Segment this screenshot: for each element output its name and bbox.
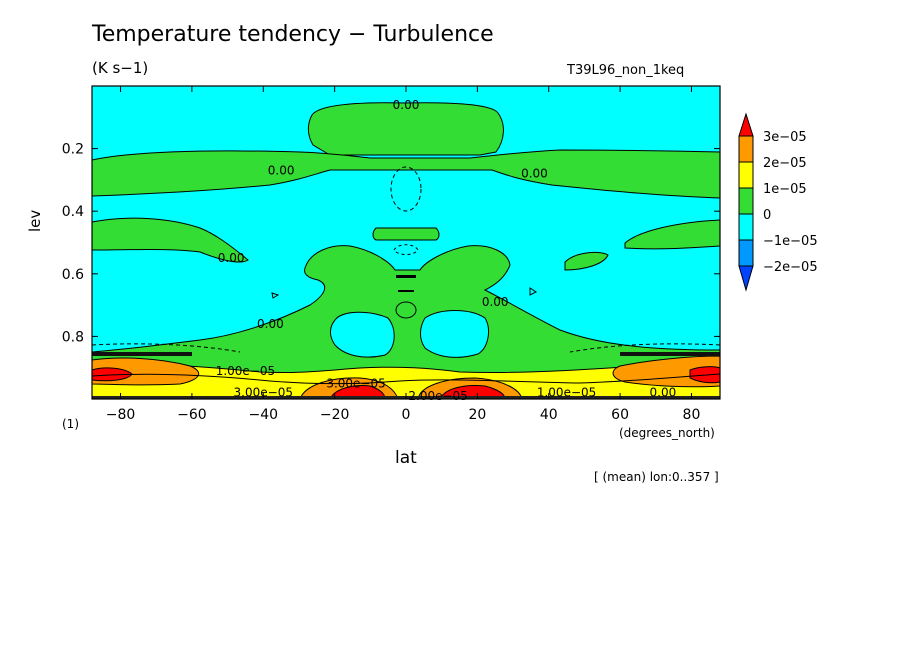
- colorbar-label: 1e−05: [763, 182, 807, 197]
- contour-label: 0.00: [393, 98, 420, 112]
- contour-fill: [92, 86, 720, 399]
- contour-label: 1.00e−05: [537, 386, 596, 400]
- colorbar-segment: [738, 239, 754, 267]
- colorbar-label: 2e−05: [763, 156, 807, 171]
- contour-region: [92, 217, 249, 263]
- contour-label: 0.00: [521, 167, 548, 181]
- contour-line: [92, 373, 720, 385]
- x-tick-label: 60: [611, 407, 629, 423]
- contour-label: 0.00: [482, 295, 509, 309]
- contour-line: [271, 292, 280, 299]
- contour-region: [420, 310, 489, 358]
- contour-line: [393, 244, 419, 255]
- contour-label: 1.00e−05: [216, 364, 275, 378]
- x-tick-label: −20: [320, 407, 350, 423]
- colorbar-segment: [738, 265, 754, 292]
- contour-region: [92, 245, 720, 399]
- contour-line: [529, 287, 537, 296]
- colorbar-label: −1e−05: [763, 234, 818, 249]
- colorbar-segment: [738, 161, 754, 189]
- contour-label: 2.00e−05: [408, 389, 467, 403]
- y-tick-label: 0.6: [62, 267, 84, 283]
- x-tick-label: 40: [540, 407, 558, 423]
- contour-line: [390, 166, 422, 212]
- run-label: T39L96_non_1keq: [567, 63, 685, 78]
- contour-region: [624, 219, 720, 250]
- x-axis-label: lat: [395, 448, 417, 468]
- x-tick-label: 0: [402, 407, 411, 423]
- colorbar-legend: 3e−05 2e−05 1e−05 0 −1e−05 −2e−05: [738, 112, 818, 292]
- contour-label: 0.00: [650, 386, 677, 400]
- colorbar-segment: [738, 213, 754, 241]
- contour-labels: 0.00 0.00 0.00 0.00 0.00 0.00 0.00 1.00e−05 3.00…: [216, 98, 677, 403]
- contour-line: [396, 275, 416, 278]
- colorbar-segment: [738, 187, 754, 215]
- colorbar-segment: [738, 135, 754, 163]
- y-axis: 0.2 0.4 0.6 0.8: [62, 142, 720, 345]
- x-tick-label: −40: [248, 407, 278, 423]
- chart-units: (K s−1): [92, 59, 149, 77]
- y-tick-label: 0.4: [62, 204, 84, 220]
- contour-line: [92, 343, 720, 353]
- contour-region: [620, 352, 720, 356]
- y-tick-label: 0.2: [62, 142, 84, 158]
- contour-line: [395, 301, 417, 319]
- colorbar-label: 0: [763, 208, 771, 223]
- contour-label: 0.00: [257, 317, 284, 331]
- x-tick-label: 20: [468, 407, 486, 423]
- contour-label: 0.00: [268, 164, 295, 178]
- colorbar-segment: [738, 112, 754, 137]
- x-tick-label: −60: [177, 407, 207, 423]
- contour-region: [372, 227, 440, 241]
- x-tick-label: −80: [106, 407, 136, 423]
- averaging-note: [ (mean) lon:0..357 ]: [594, 470, 719, 484]
- contour-label: 3.00e−05: [326, 376, 385, 390]
- contour-line: [398, 290, 414, 292]
- chart-title: Temperature tendency − Turbulence: [92, 22, 494, 47]
- colorbar-label: −2e−05: [763, 260, 818, 275]
- contour-label: 0.00: [218, 251, 245, 265]
- x-tick-label: 80: [683, 407, 701, 423]
- colorbar-label: 3e−05: [763, 130, 807, 145]
- y-tick-label: 0.8: [62, 329, 84, 345]
- contour-region: [330, 311, 395, 358]
- contour-region: [92, 352, 192, 356]
- y-axis-units: (1): [62, 417, 79, 431]
- contour-region: [564, 251, 609, 271]
- x-axis-units: (degrees_north): [619, 426, 715, 440]
- contour-label: 3.00e−05: [234, 386, 293, 400]
- x-axis: −80 −60 −40 −20 0 20 40 60 80: [106, 86, 701, 423]
- contour-region: [307, 102, 504, 156]
